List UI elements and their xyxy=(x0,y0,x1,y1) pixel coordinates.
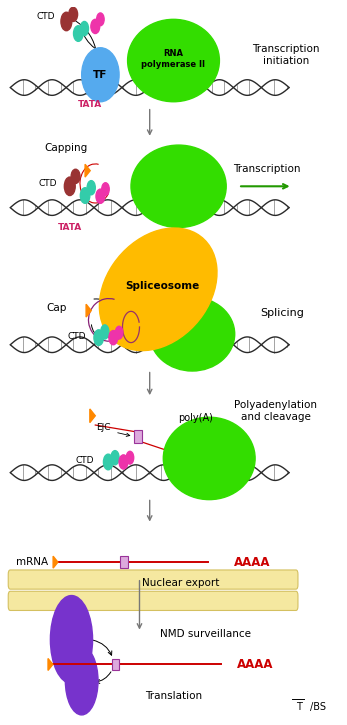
Ellipse shape xyxy=(101,325,109,339)
Text: Transcription
initiation: Transcription initiation xyxy=(252,44,320,66)
Text: Capping: Capping xyxy=(45,143,88,153)
Ellipse shape xyxy=(69,7,78,22)
Ellipse shape xyxy=(126,451,134,464)
Polygon shape xyxy=(86,304,91,317)
Text: CTD: CTD xyxy=(75,456,94,465)
Circle shape xyxy=(50,595,93,684)
Text: Polyadenylation
and cleavage: Polyadenylation and cleavage xyxy=(234,400,317,422)
Ellipse shape xyxy=(131,145,226,228)
Ellipse shape xyxy=(82,48,119,102)
Ellipse shape xyxy=(103,454,113,470)
Ellipse shape xyxy=(74,25,83,41)
Text: RNA
polymerase II: RNA polymerase II xyxy=(142,49,205,69)
Text: Cap: Cap xyxy=(46,303,66,312)
Ellipse shape xyxy=(150,297,235,371)
Ellipse shape xyxy=(119,455,128,469)
Ellipse shape xyxy=(99,228,217,351)
Polygon shape xyxy=(90,409,95,423)
Ellipse shape xyxy=(96,189,105,203)
Text: Spliceosome: Spliceosome xyxy=(126,281,200,291)
Ellipse shape xyxy=(94,330,103,345)
Text: CTD: CTD xyxy=(37,12,55,21)
Text: mRNA: mRNA xyxy=(16,557,49,567)
Polygon shape xyxy=(48,658,53,671)
Ellipse shape xyxy=(102,183,109,196)
Text: AAAA: AAAA xyxy=(234,555,270,568)
Text: AAAA: AAAA xyxy=(237,658,273,671)
FancyBboxPatch shape xyxy=(8,570,298,589)
FancyBboxPatch shape xyxy=(120,557,128,568)
Text: Nuclear export: Nuclear export xyxy=(142,578,219,588)
Text: CTD: CTD xyxy=(67,332,86,341)
Ellipse shape xyxy=(80,188,90,203)
Text: TATA: TATA xyxy=(58,223,82,232)
Ellipse shape xyxy=(111,451,119,465)
FancyBboxPatch shape xyxy=(8,592,298,610)
Ellipse shape xyxy=(97,13,104,25)
Text: EJC: EJC xyxy=(96,423,111,432)
Ellipse shape xyxy=(71,169,80,183)
Text: TF: TF xyxy=(93,70,108,80)
Ellipse shape xyxy=(61,12,72,30)
Text: /BS: /BS xyxy=(310,702,325,712)
Text: T: T xyxy=(296,702,302,712)
Text: CTD: CTD xyxy=(39,179,57,188)
Text: Translation: Translation xyxy=(145,692,202,701)
Ellipse shape xyxy=(109,331,118,345)
Text: TATA: TATA xyxy=(78,100,102,109)
FancyBboxPatch shape xyxy=(134,430,142,443)
Ellipse shape xyxy=(115,326,123,339)
Ellipse shape xyxy=(64,177,75,196)
Ellipse shape xyxy=(91,20,100,33)
Circle shape xyxy=(65,647,98,715)
Ellipse shape xyxy=(87,181,95,195)
Polygon shape xyxy=(85,165,90,177)
Polygon shape xyxy=(53,556,58,568)
FancyBboxPatch shape xyxy=(112,659,119,670)
Ellipse shape xyxy=(128,20,219,102)
Text: poly(A): poly(A) xyxy=(178,413,213,423)
Ellipse shape xyxy=(80,22,88,36)
Ellipse shape xyxy=(163,417,255,500)
Text: NMD surveillance: NMD surveillance xyxy=(160,629,251,639)
Text: Splicing: Splicing xyxy=(260,308,304,318)
Text: Transcription: Transcription xyxy=(233,165,301,174)
